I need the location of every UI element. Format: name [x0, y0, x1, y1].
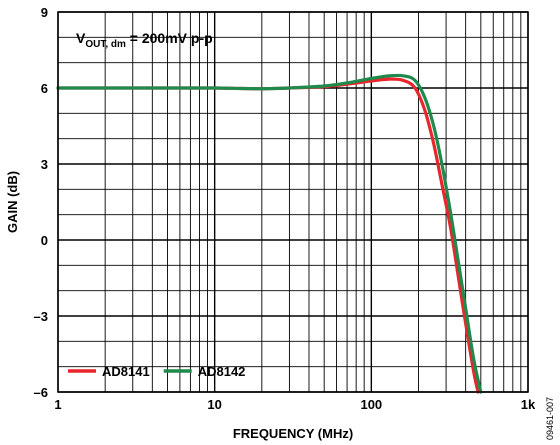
y-axis-title: GAIN (dB)	[5, 171, 20, 233]
x-tick-label: 1	[54, 397, 61, 412]
y-tick-label: 0	[41, 233, 48, 248]
y-tick-label: 3	[41, 157, 48, 172]
tick-labels: 1 10 100 1k –6 –3 0 3 6 9	[34, 5, 536, 412]
x-tick-label: 1k	[521, 397, 536, 412]
y-tick-label: –6	[34, 385, 48, 400]
annotation-rest: = 200mV p-p	[126, 30, 213, 46]
plot-frame	[57, 11, 529, 393]
legend-label-ad8142: AD8142	[198, 364, 246, 379]
y-tick-label: 6	[41, 81, 48, 96]
series-line-ad8142	[56, 73, 483, 394]
x-tick-label: 100	[360, 397, 382, 412]
x-axis-title: FREQUENCY (MHz)	[233, 426, 353, 441]
legend-label-ad8141: AD8141	[102, 364, 150, 379]
measurement-condition-annotation: VOUT, dm = 200mV p-p	[76, 30, 213, 50]
series-layer	[56, 73, 483, 394]
y-tick-label: 9	[41, 5, 48, 20]
annotation-main: V	[76, 30, 86, 46]
series-line-ad8141	[56, 77, 480, 394]
y-tick-label: –3	[34, 309, 48, 324]
annotation-subscript: OUT, dm	[85, 39, 126, 50]
legend: AD8141 AD8142	[68, 364, 245, 379]
minor-gridlines	[58, 12, 528, 392]
figure-id: 09461-007	[545, 397, 555, 440]
major-gridlines	[57, 11, 529, 393]
x-tick-label: 10	[207, 397, 221, 412]
